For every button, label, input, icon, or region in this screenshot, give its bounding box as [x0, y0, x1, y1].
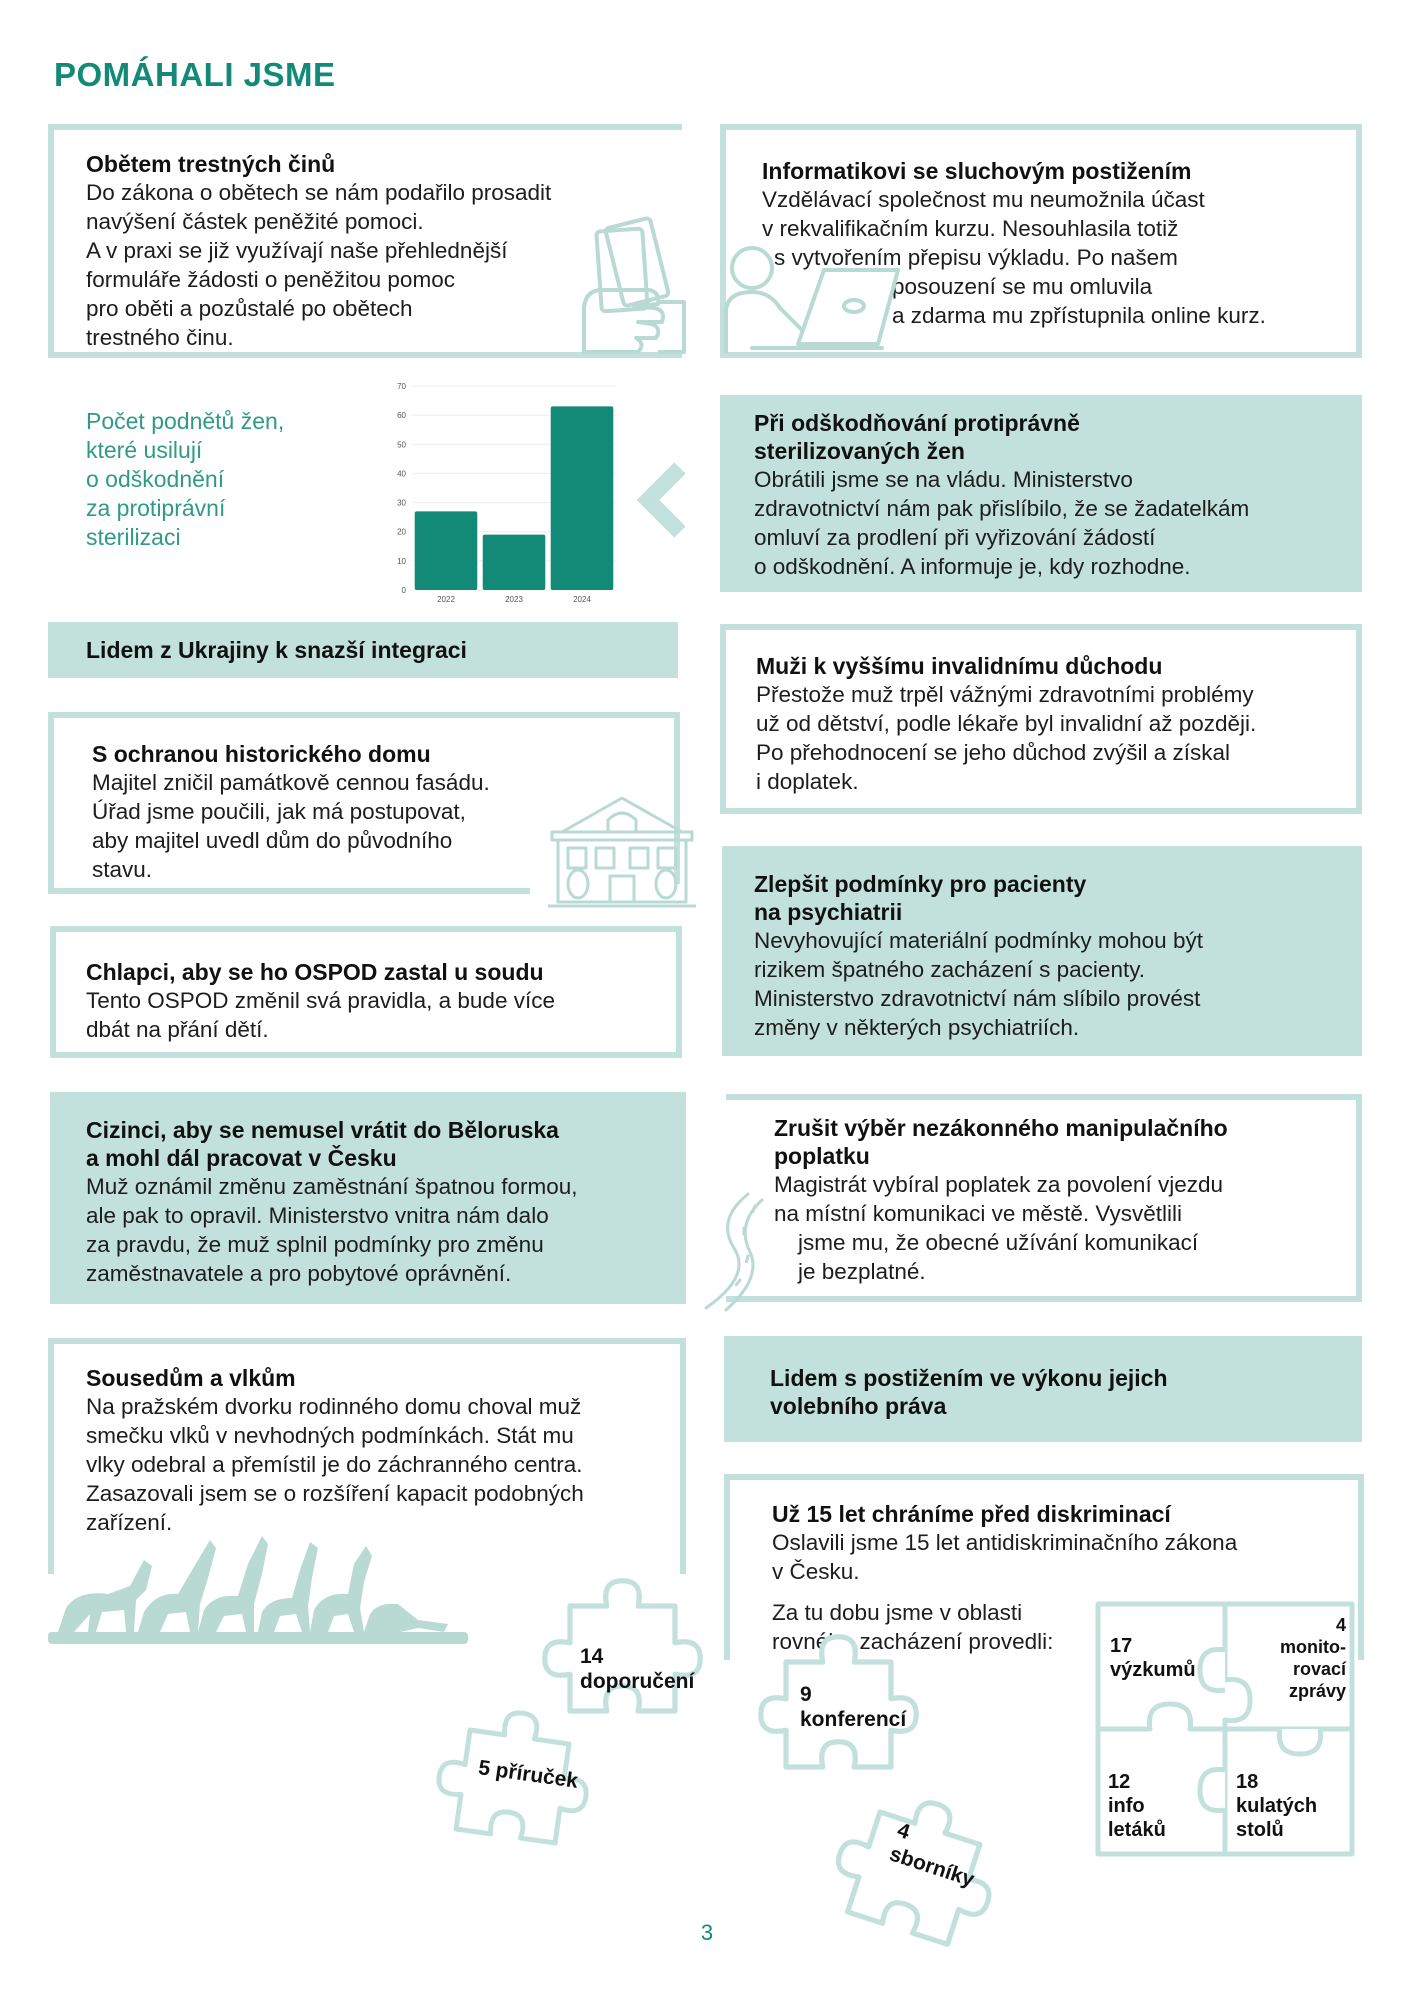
puzzle-conferences: 9 konferencí	[800, 1683, 907, 1731]
money-hand-icon	[582, 216, 686, 354]
card-text: Vzdělávací společnost mu neumožnila účas…	[762, 187, 1205, 241]
y-tick-label: 60	[397, 411, 406, 420]
card-title: Při odškodňování protiprávně sterilizova…	[754, 410, 1080, 464]
y-tick-label: 50	[397, 440, 406, 449]
card-ospod: Chlapci, aby se ho OSPOD zastal u soudu …	[50, 926, 682, 1058]
card-text: Tento OSPOD změnil svá pravidla, a bude …	[86, 988, 555, 1042]
card-text: Muž oznámil změnu zaměstnání špatnou for…	[86, 1174, 578, 1286]
puzzle-leaflets: 12 info letáků	[1108, 1771, 1166, 1841]
card-psychiatry: Zlepšit podmínky pro pacienty na psychia…	[722, 846, 1362, 1056]
card-text: jsme mu, že obecné užívání komunikací je…	[798, 1230, 1199, 1284]
y-tick-label: 30	[397, 499, 406, 508]
page-number: 3	[700, 1920, 714, 1945]
card-victims: Obětem trestných činů Do zákona o obětec…	[48, 124, 686, 358]
card-title: Lidem s postižením ve výkonu jejich vole…	[770, 1365, 1168, 1419]
card-title: Sousedům a vlkům	[86, 1365, 296, 1391]
card-text: Za tu dobu jsme v oblasti rovného zacház…	[772, 1600, 1054, 1654]
card-title: Muži k vyššímu invalidnímu důchodu	[756, 653, 1163, 679]
card-disability-pension: Muži k vyššímu invalidnímu důchodu Přest…	[720, 624, 1362, 814]
card-voting: Lidem s postižením ve výkonu jejich vole…	[724, 1336, 1362, 1442]
card-title: Cizinci, aby se nemusel vrátit do Běloru…	[86, 1117, 559, 1171]
road-icon	[704, 1192, 764, 1312]
card-text: Do zákona o obětech se nám podařilo pros…	[86, 180, 552, 350]
y-tick-label: 40	[397, 469, 406, 478]
card-title: Chlapci, aby se ho OSPOD zastal u soudu	[86, 959, 544, 985]
chart-caption: Počet podnětů žen, které usilují o odško…	[86, 408, 285, 550]
card-antidiscrimination: Už 15 let chráníme před diskriminací Osl…	[724, 1474, 1364, 1660]
bar-2022	[414, 511, 478, 590]
card-foreigner: Cizinci, aby se nemusel vrátit do Běloru…	[50, 1092, 686, 1304]
y-tick-label: 0	[402, 586, 407, 595]
card-text: Přestože muž trpěl vážnými zdravotními p…	[756, 682, 1257, 794]
chevron-left-icon	[636, 462, 686, 538]
card-ukraine: Lidem z Ukrajiny k snazší integraci	[48, 622, 678, 678]
wolves-icon	[48, 1536, 468, 1644]
y-tick-label: 70	[397, 382, 406, 391]
card-text: posouzení se mu omluvila a zdarma mu zpř…	[892, 274, 1266, 328]
x-tick-label: 2023	[505, 595, 523, 604]
laptop-user-icon	[724, 246, 900, 354]
card-title: Obětem trestných činů	[86, 151, 336, 177]
card-text: Majitel zničil památkově cennou fasádu. …	[92, 770, 490, 882]
y-tick-label: 20	[397, 528, 406, 537]
card-text: Nevyhovující materiální podmínky mohou b…	[754, 928, 1203, 1040]
card-title: Lidem z Ukrajiny k snazší integraci	[86, 637, 467, 663]
puzzle-roundtables: 18 kulatých stolů	[1236, 1771, 1318, 1841]
card-title: Zrušit výběr nezákonného manipulačního p…	[774, 1115, 1228, 1169]
bar-chart: 0 10 20 30 40 50 60 70 2022 2023 2024	[397, 382, 616, 604]
bar-2024	[550, 406, 614, 590]
y-tick-label: 10	[397, 557, 406, 566]
card-sterilization: Při odškodňování protiprávně sterilizova…	[720, 395, 1362, 592]
card-fee: Zrušit výběr nezákonného manipulačního p…	[726, 1094, 1362, 1302]
house-icon	[548, 796, 696, 908]
card-title: Už 15 let chráníme před diskriminací	[772, 1501, 1171, 1527]
page-title: POMÁHALI JSME	[54, 56, 336, 93]
card-text: Obrátili jsme se na vládu. Ministerstvo …	[754, 467, 1250, 579]
card-it-worker: Informatikovi se sluchovým postižením Vz…	[720, 124, 1362, 358]
card-historic-house: S ochranou historického domu Majitel zni…	[48, 712, 680, 894]
puzzle-recommendations: 14 doporučení	[580, 1645, 695, 1693]
x-tick-label: 2024	[573, 595, 591, 604]
card-wolves: Sousedům a vlkům Na pražském dvorku rodi…	[48, 1338, 686, 1574]
x-tick-label: 2022	[437, 595, 455, 604]
card-title: S ochranou historického domu	[92, 741, 431, 767]
puzzle-monitoring: 4 monito- rovací zprávy	[1280, 1615, 1346, 1701]
card-text: Na pražském dvorku rodinného domu choval…	[86, 1394, 584, 1535]
bar-2023	[482, 534, 546, 590]
puzzle-research: 17 výzkumů	[1110, 1635, 1196, 1681]
card-title: Zlepšit podmínky pro pacienty na psychia…	[754, 871, 1087, 925]
card-text: s vytvořením přepisu výkladu. Po našem	[774, 245, 1178, 270]
card-text: Magistrát vybíral poplatek za povolení v…	[774, 1172, 1223, 1226]
puzzle-square	[1095, 1601, 1355, 1857]
card-text: Oslavili jsme 15 let antidiskriminačního…	[772, 1530, 1238, 1584]
card-title: Informatikovi se sluchovým postižením	[762, 158, 1192, 184]
